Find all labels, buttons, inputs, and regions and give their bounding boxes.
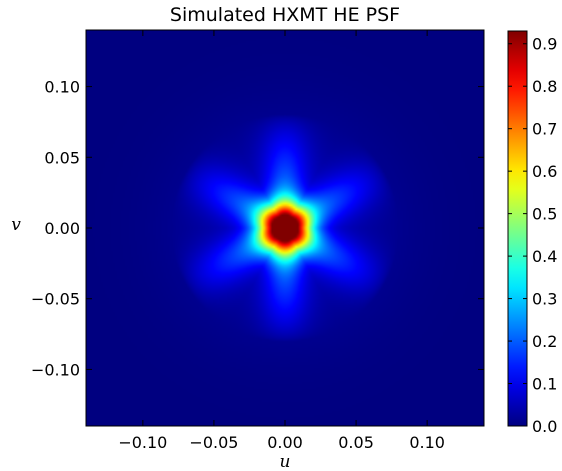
plot-area: −0.10 −0.05 0.00 0.05 0.10 0.10 0.05 0.00 −0.05… <box>31 29 485 452</box>
x-axis: −0.10 −0.05 0.00 0.05 0.10 <box>118 30 445 452</box>
colorbar-tick-label: 0.1 <box>532 375 557 394</box>
x-tick-label: 0.00 <box>267 433 303 452</box>
y-axis-label: v <box>11 215 21 235</box>
y-tick-label: 0.00 <box>44 219 80 238</box>
y-tick-label: −0.10 <box>31 360 80 379</box>
colorbar-tick-label: 0.2 <box>532 332 557 351</box>
colorbar-tick-label: 0.4 <box>532 247 557 266</box>
colorbar: 0.9 0.8 0.7 0.6 0.5 0.4 0.3 0.2 0.1 0.0 <box>507 30 557 436</box>
colorbar-ticks: 0.9 0.8 0.7 0.6 0.5 0.4 0.3 0.2 0.1 0.0 <box>508 35 557 436</box>
colorbar-tick-label: 0.8 <box>532 77 557 96</box>
colorbar-frame <box>507 30 528 427</box>
chart-title: Simulated HXMT HE PSF <box>169 4 401 26</box>
colorbar-gradient <box>508 31 527 426</box>
x-tick-label: −0.05 <box>189 433 238 452</box>
y-tick-label: 0.10 <box>44 78 80 97</box>
colorbar-tick-label: 0.7 <box>532 120 557 139</box>
x-axis-label: u <box>280 452 291 471</box>
x-tick-label: −0.10 <box>118 433 167 452</box>
colorbar-tick-label: 0.9 <box>532 35 557 54</box>
x-tick-label: 0.05 <box>338 433 374 452</box>
colorbar-tick-label: 0.6 <box>532 162 557 181</box>
colorbar-tick-label: 0.0 <box>532 417 557 436</box>
psf-heatmap <box>86 30 484 426</box>
x-tick-label: 0.10 <box>409 433 445 452</box>
y-tick-label: −0.05 <box>31 290 80 309</box>
y-axis: 0.10 0.05 0.00 −0.05 −0.10 <box>31 78 484 379</box>
colorbar-tick-label: 0.3 <box>532 290 557 309</box>
colorbar-tick-label: 0.5 <box>532 205 557 224</box>
y-tick-label: 0.05 <box>44 148 80 167</box>
